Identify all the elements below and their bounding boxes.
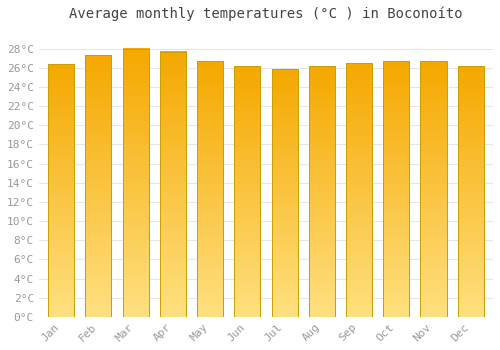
Bar: [383, 61, 409, 317]
Bar: [458, 66, 483, 317]
Bar: [420, 61, 446, 317]
Bar: [308, 66, 335, 317]
Bar: [346, 63, 372, 317]
Bar: [48, 64, 74, 317]
Bar: [122, 49, 148, 317]
Bar: [197, 61, 223, 317]
Bar: [234, 66, 260, 317]
Title: Average monthly temperatures (°C ) in Boconoíto: Average monthly temperatures (°C ) in Bo…: [69, 7, 462, 21]
Bar: [272, 69, 297, 317]
Bar: [86, 55, 112, 317]
Bar: [160, 51, 186, 317]
